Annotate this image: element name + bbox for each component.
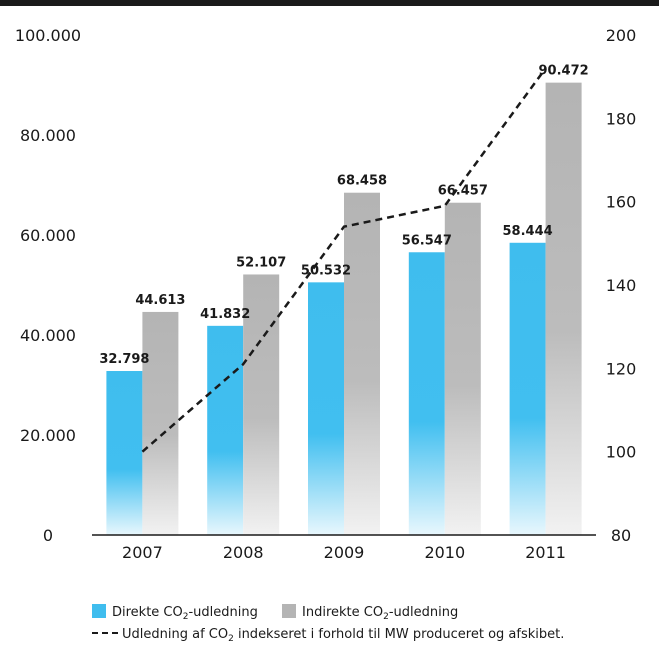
y-left-tick-1: 20.000 xyxy=(20,426,76,445)
legend-indirect-pre: Indirekte CO xyxy=(302,605,384,620)
bar-direct-2008 xyxy=(207,325,244,535)
bar-indirect-2008 xyxy=(243,274,280,535)
y-right-tick-2: 120 xyxy=(606,359,637,378)
line-co2-index xyxy=(141,67,547,453)
legend-item-direct: Direkte CO2-udledning xyxy=(92,604,262,622)
legend-direct-pre: Direkte CO xyxy=(112,605,183,620)
top-rule xyxy=(0,0,659,6)
data-label-indirect-2009: 68.458 xyxy=(337,174,387,189)
bar-indirect-2011 xyxy=(545,82,582,535)
legend-line-pre: Udledning af CO xyxy=(122,627,229,642)
y-left-tick-4: 80.000 xyxy=(20,126,76,145)
data-label-direct-2011: 58.444 xyxy=(503,224,553,239)
legend-swatch-indirect xyxy=(282,604,297,618)
y-right-tick-5: 180 xyxy=(606,109,637,128)
legend-line-post: indekseret i forhold til MW produceret o… xyxy=(233,627,565,642)
data-label-direct-2010: 56.547 xyxy=(402,233,452,248)
data-label-indirect-2010: 66.457 xyxy=(438,184,488,199)
bar-indirect-2010 xyxy=(444,202,481,535)
x-tick-2007: 2007 xyxy=(122,543,163,562)
y-right-tick-6: 200 xyxy=(606,26,637,45)
legend-line: Udledning af CO2 indekseret i forhold ti… xyxy=(92,627,565,644)
data-label-indirect-2011: 90.472 xyxy=(539,64,589,79)
y-right-tick-3: 140 xyxy=(606,276,637,295)
legend-swatch-direct xyxy=(92,604,106,618)
bar-indirect-2007 xyxy=(142,311,179,535)
data-label-indirect-2007: 44.613 xyxy=(135,293,185,308)
legend-item-indirect: Indirekte CO2-udledning xyxy=(282,604,459,622)
y-left-tick-3: 60.000 xyxy=(20,226,76,245)
legend: Direkte CO2-udledning Indirekte CO2-udle… xyxy=(92,604,459,622)
y-right-tick-1: 100 xyxy=(606,443,637,462)
bar-direct-2010 xyxy=(408,252,445,535)
y-left-tick-0: 0 xyxy=(43,526,53,545)
bar-direct-2011 xyxy=(509,242,546,535)
x-tick-2011: 2011 xyxy=(525,543,566,562)
legend-direct-post: -udledning xyxy=(188,605,258,620)
legend-indirect-sub: 2 xyxy=(383,612,389,622)
bar-direct-2009 xyxy=(308,282,344,535)
y-left-tick-2: 40.000 xyxy=(20,326,76,345)
x-tick-2009: 2009 xyxy=(324,543,365,562)
y-right-tick-0: 80 xyxy=(611,526,631,545)
x-tick-2010: 2010 xyxy=(424,543,465,562)
y-right-tick-4: 160 xyxy=(606,193,637,212)
data-label-indirect-2008: 52.107 xyxy=(236,255,286,270)
bar-direct-2007 xyxy=(106,371,143,535)
x-tick-2008: 2008 xyxy=(223,543,264,562)
bar-indirect-2009 xyxy=(344,192,380,535)
data-label-direct-2008: 41.832 xyxy=(200,307,250,322)
data-label-direct-2007: 32.798 xyxy=(99,352,149,367)
legend-line-sub: 2 xyxy=(228,634,234,644)
data-label-direct-2009: 50.532 xyxy=(301,263,351,278)
legend-indirect-post: -udledning xyxy=(388,605,459,620)
legend-dash-line xyxy=(92,632,118,634)
y-left-tick-5: 100.000 xyxy=(15,26,81,45)
legend-direct-sub: 2 xyxy=(182,612,189,622)
